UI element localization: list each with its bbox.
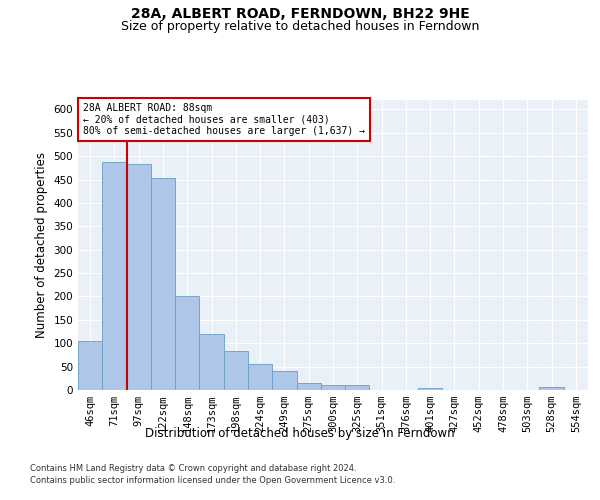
Text: Contains public sector information licensed under the Open Government Licence v3: Contains public sector information licen… (30, 476, 395, 485)
Text: Contains HM Land Registry data © Crown copyright and database right 2024.: Contains HM Land Registry data © Crown c… (30, 464, 356, 473)
Text: Size of property relative to detached houses in Ferndown: Size of property relative to detached ho… (121, 20, 479, 33)
Bar (345, 386, 370, 390)
Text: 28A, ALBERT ROAD, FERNDOWN, BH22 9HE: 28A, ALBERT ROAD, FERNDOWN, BH22 9HE (131, 8, 469, 22)
Bar (539, 386, 564, 390)
Bar (248, 364, 272, 390)
Bar (151, 178, 175, 390)
Bar (224, 351, 248, 390)
Bar (78, 342, 102, 390)
Text: Distribution of detached houses by size in Ferndown: Distribution of detached houses by size … (145, 428, 455, 440)
Bar (102, 162, 127, 390)
Bar (272, 372, 296, 390)
Bar (175, 296, 199, 390)
Bar (418, 388, 442, 390)
Text: 28A ALBERT ROAD: 88sqm
← 20% of detached houses are smaller (403)
80% of semi-de: 28A ALBERT ROAD: 88sqm ← 20% of detached… (83, 103, 365, 136)
Bar (296, 383, 321, 390)
Bar (199, 334, 224, 390)
Bar (321, 386, 345, 390)
Y-axis label: Number of detached properties: Number of detached properties (35, 152, 48, 338)
Bar (127, 164, 151, 390)
